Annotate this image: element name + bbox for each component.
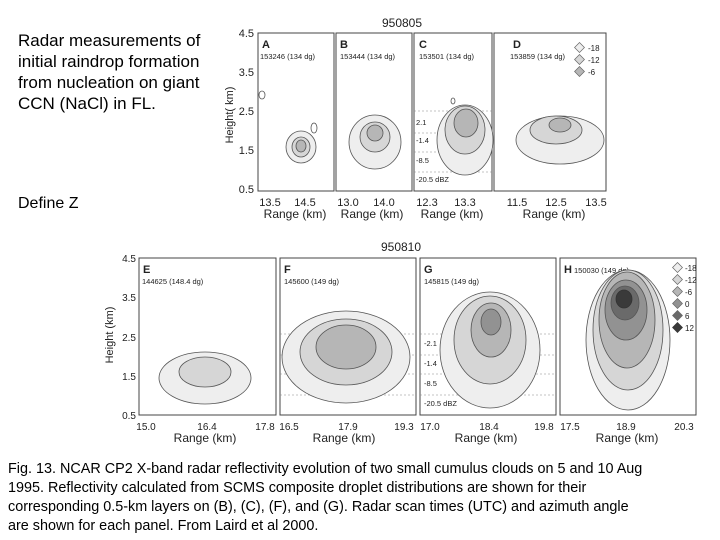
panel-letter: E [143, 264, 150, 276]
panel-b: B 153444 (134 dg) 13.0 14.0 Range (km) [335, 32, 413, 221]
legend-label: -6 [588, 68, 596, 77]
dbz-level: -20.5 dBZ [416, 175, 449, 184]
intro-text: Radar measurements of initial raindrop f… [18, 31, 201, 113]
legend-label: 6 [685, 312, 690, 321]
top-ytick: 2.5 [239, 106, 254, 118]
top-ytick: 1.5 [239, 145, 254, 157]
panel-letter: F [284, 264, 291, 276]
scan-time: 144625 (148.4 dg) [142, 277, 204, 286]
x-label: Range (km) [313, 431, 376, 445]
legend-label: 12 [685, 324, 694, 333]
dbz-level: -8.5 [424, 379, 437, 388]
bottom-legend: -18 -12 -6 0 6 12 [672, 262, 697, 333]
top-ylabel: Height( km) [224, 87, 236, 144]
top-ytick: 0.5 [239, 184, 254, 196]
x-label: Range (km) [341, 207, 404, 221]
x-tick: 13.5 [585, 197, 606, 209]
legend-label: -18 [588, 44, 600, 53]
top-date: 950805 [382, 16, 422, 30]
bottom-ylabel: Height (km) [104, 307, 116, 364]
panel-c: C 153501 (134 dg) 2.1 -1.4 -8.5 -20.5 dB… [413, 32, 494, 221]
panel-a: A 153246 (134 dg) 13.5 14.5 Range (km) [257, 32, 335, 221]
x-tick: 18.4 [479, 422, 499, 433]
dbz-level: -2.1 [424, 339, 437, 348]
bottom-ytick: 0.5 [122, 411, 136, 422]
top-legend: -18 -12 -6 [574, 42, 600, 77]
x-tick: 14.0 [373, 197, 394, 209]
dbz-level: 2.1 [416, 118, 426, 127]
panel-letter: H [564, 264, 572, 276]
radar-figure: 950805 Height( km) 4.5 3.5 2.5 1.5 0.5 A… [104, 16, 697, 445]
define-z-text: Define Z [18, 195, 79, 212]
bottom-ytick: 1.5 [122, 372, 136, 383]
x-tick: 17.9 [338, 422, 358, 433]
bottom-ytick: 3.5 [122, 293, 136, 304]
dbz-level: -1.4 [424, 359, 437, 368]
x-tick: 13.0 [337, 197, 358, 209]
x-tick: 19.8 [534, 422, 554, 433]
legend-label: -6 [685, 288, 693, 297]
x-tick: 20.3 [674, 422, 694, 433]
panel-letter: B [340, 39, 348, 51]
x-label: Range (km) [523, 207, 586, 221]
scan-time: 153501 (134 dg) [419, 52, 475, 61]
legend-label: -12 [588, 56, 600, 65]
x-tick: 17.8 [255, 422, 275, 433]
scan-time: 153246 (134 dg) [260, 52, 316, 61]
x-tick: 12.5 [545, 197, 566, 209]
bottom-ytick: 4.5 [122, 254, 136, 265]
panel-f: F 145600 (149 dg) 16.5 17.9 19.3 Range (… [279, 257, 417, 445]
legend-label: 0 [685, 300, 690, 309]
scan-time: 145815 (149 dg) [424, 277, 480, 286]
x-tick: 11.5 [507, 197, 528, 209]
legend-label: -18 [685, 264, 697, 273]
dbz-level: -8.5 [416, 156, 429, 165]
dbz-level: -1.4 [416, 136, 429, 145]
scan-time: 153859 (134 dg) [510, 52, 566, 61]
bottom-figure: 950810 Height (km) 4.5 3.5 2.5 1.5 0.5 E… [104, 240, 697, 445]
x-tick: 18.9 [616, 422, 636, 433]
panel-letter: D [513, 39, 521, 51]
top-figure: 950805 Height( km) 4.5 3.5 2.5 1.5 0.5 A… [224, 16, 607, 221]
top-ytick: 4.5 [239, 28, 254, 40]
panel-letter: A [262, 39, 270, 51]
top-ytick: 3.5 [239, 67, 254, 79]
x-label: Range (km) [264, 207, 327, 221]
x-tick: 13.5 [259, 197, 280, 209]
legend-label: -12 [685, 276, 697, 285]
panel-d: D 153859 (134 dg) 11.5 12.5 13.5 Range (… [493, 32, 607, 221]
x-label: Range (km) [174, 431, 237, 445]
panel-letter: C [419, 39, 427, 51]
x-tick: 14.5 [294, 197, 315, 209]
x-tick: 13.3 [454, 197, 475, 209]
bottom-ytick: 2.5 [122, 333, 136, 344]
panel-e: E 144625 (148.4 dg) 15.0 16.4 17.8 Range… [136, 257, 277, 445]
x-label: Range (km) [596, 431, 659, 445]
x-label: Range (km) [421, 207, 484, 221]
figure-caption: Fig. 13. NCAR CP2 X-band radar reflectiv… [8, 461, 643, 534]
scan-time: 145600 (149 dg) [284, 277, 340, 286]
x-tick: 12.3 [416, 197, 437, 209]
x-tick: 17.0 [420, 422, 440, 433]
dbz-level: -20.5 dBZ [424, 399, 457, 408]
scan-time: 150030 (149 dg) [574, 266, 630, 275]
scan-time: 153444 (134 dg) [340, 52, 396, 61]
x-tick: 19.3 [394, 422, 414, 433]
x-tick: 15.0 [136, 422, 156, 433]
x-tick: 16.4 [197, 422, 217, 433]
x-label: Range (km) [455, 431, 518, 445]
x-tick: 17.5 [560, 422, 580, 433]
panel-h: H 150030 (149 dg) 17.5 18.9 20.3 Range (… [559, 257, 697, 445]
panel-g: G 145815 (149 dg) -2.1 -1.4 -8.5 -20.5 d… [419, 257, 557, 445]
bottom-date: 950810 [381, 240, 421, 254]
panel-letter: G [424, 264, 433, 276]
x-tick: 16.5 [279, 422, 299, 433]
